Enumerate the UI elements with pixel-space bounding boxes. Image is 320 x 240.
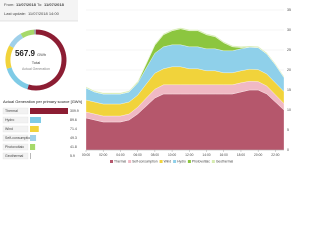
donut-segment — [9, 33, 24, 48]
x-tick-label: 18:00 — [237, 153, 245, 157]
source-label: Thermal — [5, 109, 18, 113]
label-box — [2, 134, 29, 142]
header-panel — [0, 0, 78, 21]
y-tick-label: 10 — [287, 108, 291, 112]
legend-label: Geothermal — [216, 160, 233, 164]
source-label: Photovoltaic — [5, 145, 24, 149]
legend-swatch — [110, 160, 113, 163]
source-label: Hydro — [5, 118, 14, 122]
legend-label: Photovoltaic — [192, 160, 210, 164]
y-tick-label: 35 — [287, 8, 291, 12]
donut-segment — [20, 29, 35, 39]
donut-segment — [27, 29, 67, 91]
source-bar — [30, 108, 68, 114]
update-date: 11/07/2018 14:00 — [28, 11, 60, 16]
legend-swatch — [128, 160, 132, 163]
legend-swatch — [211, 160, 215, 163]
legend-label: Wind — [164, 160, 172, 164]
donut-segment — [6, 67, 29, 90]
to-date[interactable]: 11/07/2018 — [44, 2, 65, 7]
source-value: 41.8 — [70, 145, 77, 149]
y-tick-label: 30 — [287, 28, 291, 32]
source-label: Self-consumption — [5, 136, 32, 140]
legend-swatch — [187, 160, 191, 163]
source-label: Geothermal — [5, 154, 24, 158]
legend-swatch — [159, 160, 163, 163]
from-date[interactable]: 11/07/2018 — [16, 2, 37, 7]
x-tick-label: 12:00 — [185, 153, 193, 157]
label-box — [2, 125, 29, 133]
y-tick-label: 15 — [287, 88, 291, 92]
x-tick-label: 06:00 — [134, 153, 142, 157]
source-label: Wind — [5, 127, 13, 131]
y-tick-label: 0 — [287, 148, 289, 152]
total-value: 567.9 — [15, 49, 36, 58]
label-box — [2, 116, 29, 124]
to-label: To: — [37, 2, 42, 7]
label-box — [2, 143, 29, 151]
dashboard: From: 11/07/2018 To: 11/07/2018 Last upd… — [0, 0, 291, 164]
total-subcaption: Actual Generation — [22, 67, 50, 71]
x-tick-label: 20:00 — [254, 153, 262, 157]
donut-segment — [5, 45, 14, 69]
source-value: 89.6 — [70, 118, 77, 122]
source-bar — [30, 144, 36, 150]
x-tick-label: 08:00 — [151, 153, 159, 157]
update-label: Last update: — [4, 11, 26, 16]
total-unit: GWh — [37, 52, 46, 57]
source-bar — [30, 126, 39, 132]
source-bar — [30, 135, 37, 141]
x-tick-label: 10:00 — [168, 153, 176, 157]
x-tick-label: 14:00 — [202, 153, 210, 157]
legend-swatch — [173, 160, 177, 163]
x-tick-label: 00:00 — [82, 153, 90, 157]
y-tick-label: 20 — [287, 68, 291, 72]
source-value: 309.9 — [70, 109, 79, 113]
source-value: 5.9 — [70, 154, 75, 158]
breakdown-title: Actual Generation per primary source [GW… — [3, 99, 82, 104]
x-tick-label: 02:00 — [99, 153, 107, 157]
x-tick-label: 22:00 — [271, 153, 279, 157]
source-value: 71.4 — [70, 127, 77, 131]
source-bar — [30, 153, 31, 159]
y-tick-label: 25 — [287, 48, 291, 52]
label-box — [2, 152, 29, 160]
label-box — [2, 107, 29, 115]
from-label: From: — [4, 2, 14, 7]
x-tick-label: 04:00 — [116, 153, 124, 157]
area — [85, 27, 285, 95]
total-caption: Total — [32, 60, 41, 65]
legend-label: Thermal — [114, 160, 126, 164]
legend-label: Self-consumption — [132, 160, 158, 164]
source-bar — [30, 117, 41, 123]
legend-label: Hydro — [177, 160, 186, 164]
y-tick-label: 5 — [287, 128, 289, 132]
source-value: 49.3 — [70, 136, 77, 140]
x-tick-label: 16:00 — [220, 153, 228, 157]
